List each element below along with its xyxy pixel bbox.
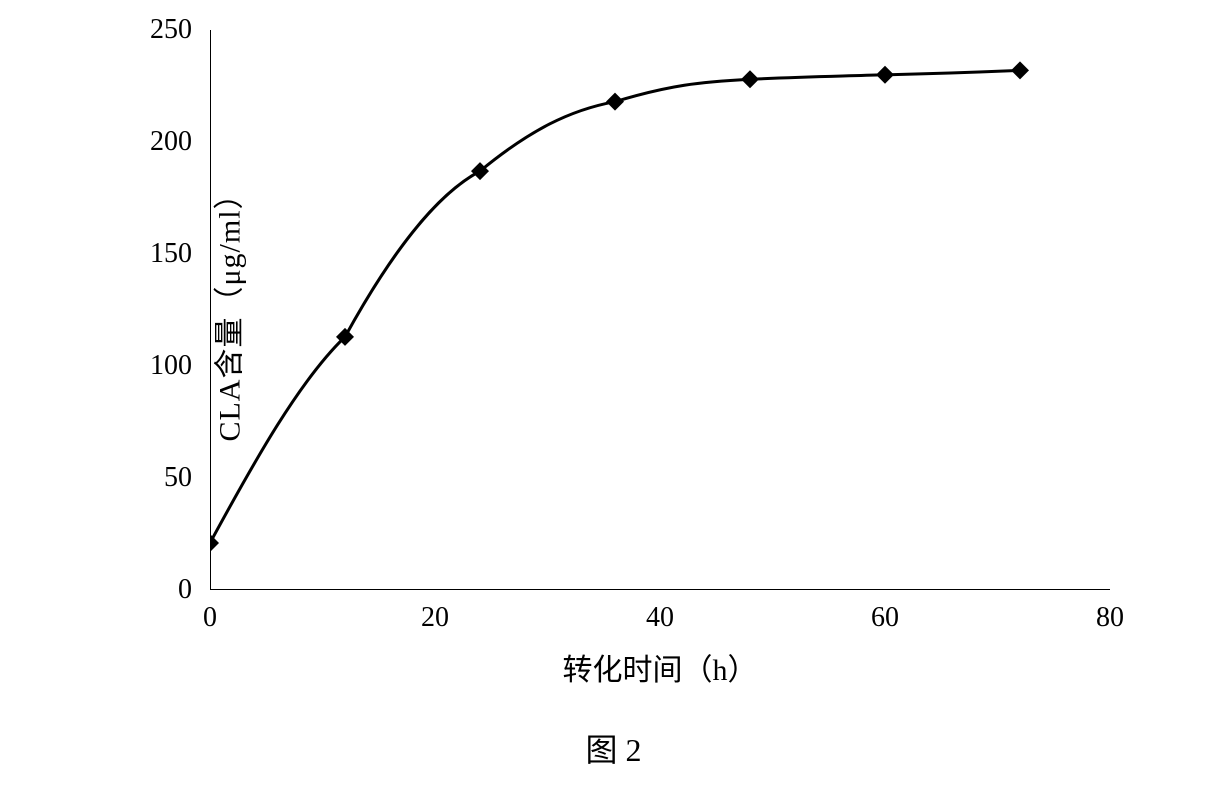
figure-caption: 图 2 (585, 725, 641, 771)
y-axis-label: CLA含量（μg/ml） (205, 178, 249, 441)
plot-area: 0 50 100 150 200 250 0 20 40 60 80 转化时间（… (210, 30, 1110, 590)
x-tick-label: 80 (1096, 602, 1124, 634)
data-marker (876, 66, 894, 84)
y-tick-label: 50 (164, 462, 192, 494)
x-tick-label: 40 (646, 602, 674, 634)
y-tick-label: 150 (150, 238, 192, 270)
y-tick-label: 0 (178, 574, 192, 606)
x-tick-label: 20 (421, 602, 449, 634)
x-tick-label: 0 (203, 602, 217, 634)
y-tick-label: 250 (150, 14, 192, 46)
chart-svg (210, 30, 1110, 590)
x-tick-label: 60 (871, 602, 899, 634)
chart-container: 0 50 100 150 200 250 0 20 40 60 80 转化时间（… (60, 20, 1160, 680)
data-marker (606, 93, 624, 111)
y-tick-label: 200 (150, 126, 192, 158)
data-marker (741, 70, 759, 88)
x-axis-label: 转化时间（h） (563, 645, 758, 689)
data-markers (210, 61, 1029, 552)
data-line (210, 70, 1020, 543)
y-tick-label: 100 (150, 350, 192, 382)
data-marker (1011, 61, 1029, 79)
